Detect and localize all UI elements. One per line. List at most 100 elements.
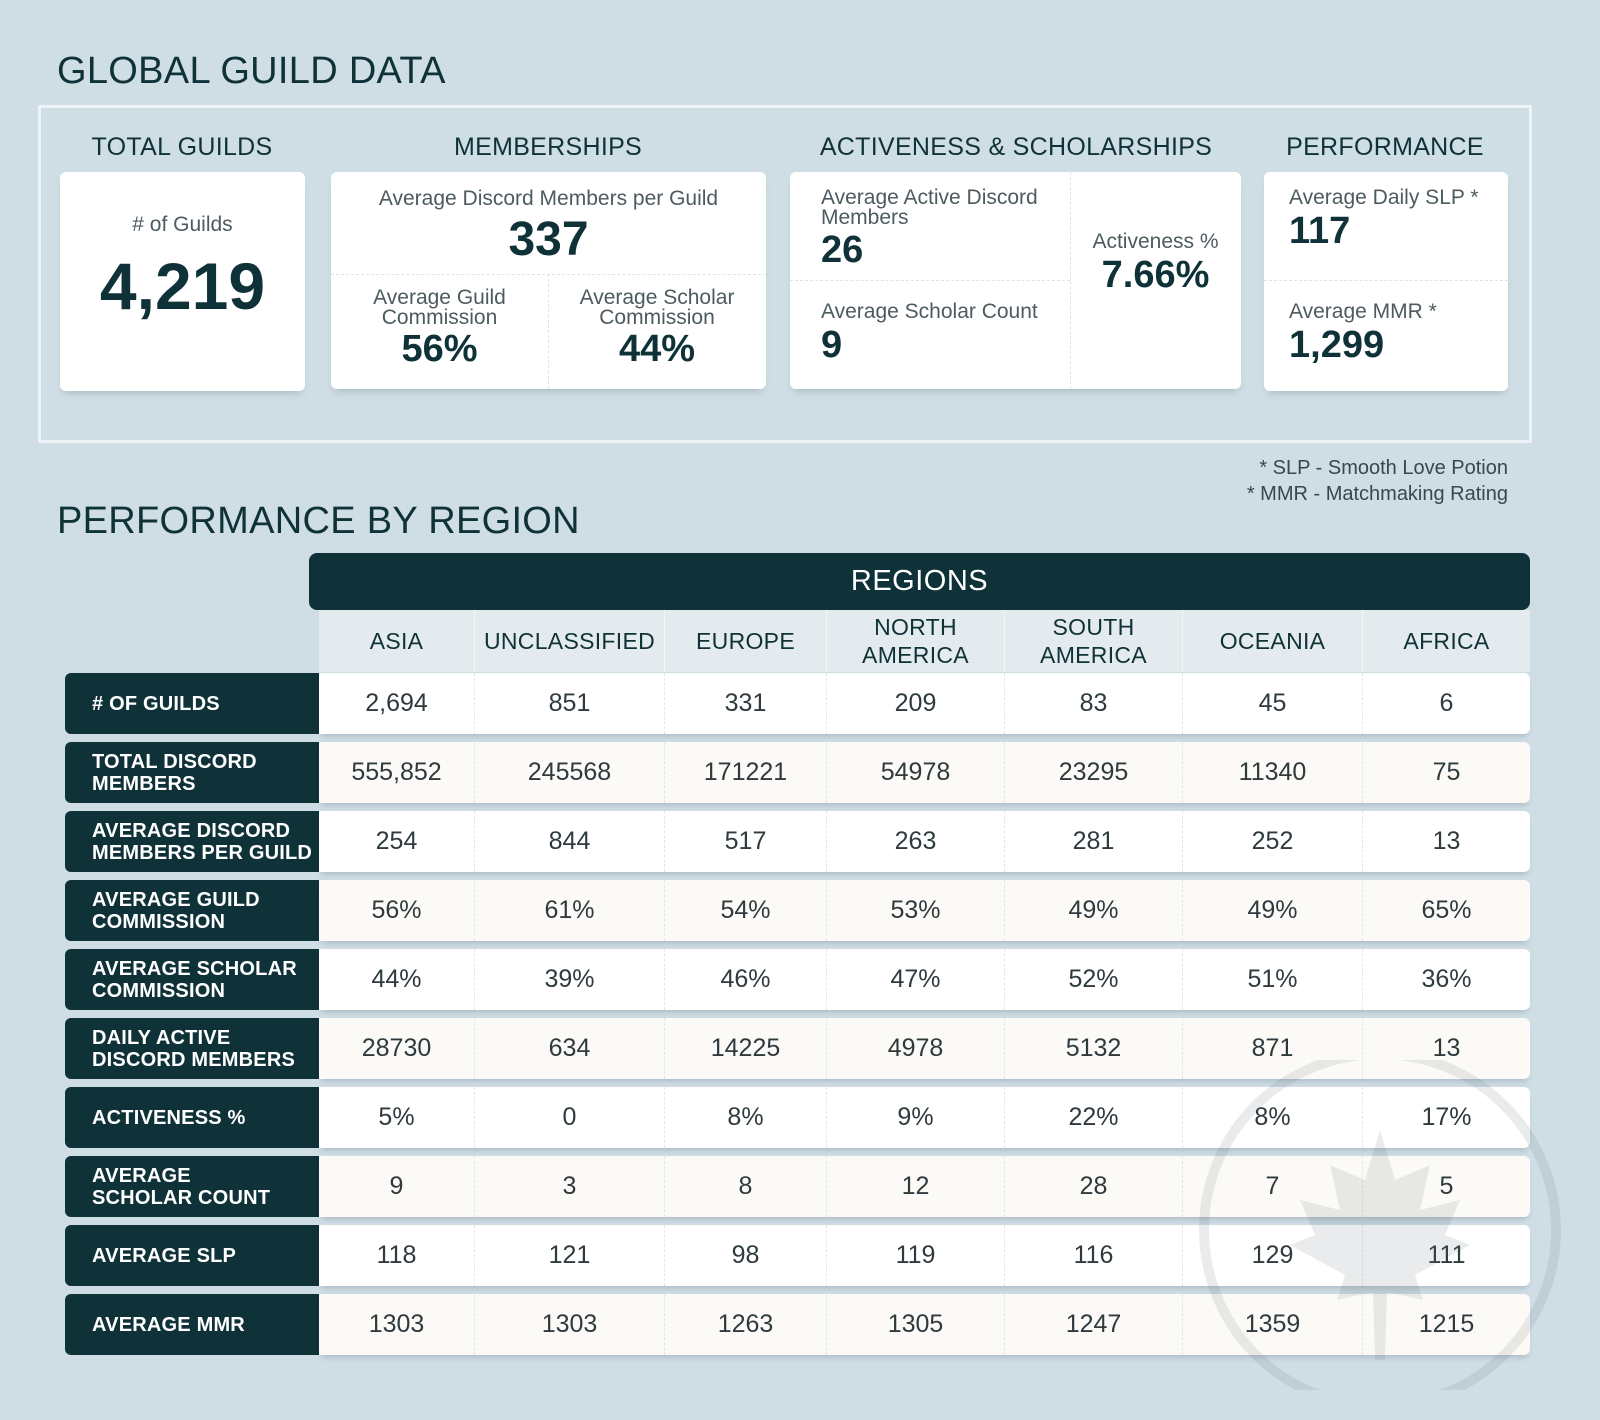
table-cell: 5%: [378, 1103, 415, 1131]
table-cell: 844: [474, 811, 664, 872]
row-label-line: AVERAGE GUILD: [92, 888, 260, 911]
table-cell: 13: [1362, 811, 1530, 872]
table-cell: 263: [826, 811, 1004, 872]
table-cell: 555,852: [351, 758, 442, 786]
table-cell: 209: [826, 673, 1004, 734]
guild-comm-label: Average Guild Commission: [331, 287, 548, 329]
row-label: TOTAL DISCORD MEMBERS: [65, 742, 319, 803]
scholar-count-value: 9: [821, 324, 843, 366]
mmr-value: 1,299: [1289, 324, 1385, 366]
slp-label: Average Daily SLP *: [1289, 186, 1479, 209]
table-cell: 51%: [1182, 949, 1362, 1010]
guild-comm-label-line2: Commission: [381, 306, 498, 329]
divider: [548, 274, 549, 389]
memberships-card: Average Discord Members per Guild 337 Av…: [331, 172, 766, 389]
table-cell: 1359: [1182, 1294, 1362, 1355]
column-header-line: AFRICA: [1403, 628, 1490, 654]
table-cell: 129: [1182, 1225, 1362, 1286]
table-cell: 13: [1362, 1018, 1530, 1079]
table-cell: 36%: [1362, 949, 1530, 1010]
table-cell: 1263: [664, 1294, 826, 1355]
regions-header: REGIONS: [309, 553, 1530, 610]
row-label-line: DISCORD MEMBERS: [92, 1048, 296, 1071]
activeness-card: Average Active Discord Members 26 Averag…: [790, 172, 1241, 389]
column-header: EUROPE: [664, 610, 826, 672]
slp-value: 117: [1289, 210, 1351, 252]
scholar-comm-label-line2: Commission: [599, 306, 715, 329]
row-label: DAILY ACTIVE DISCORD MEMBERS: [65, 1018, 319, 1079]
avg-members-label: Average Discord Members per Guild: [378, 187, 719, 210]
active-members-label-line1: Average Active Discord: [821, 186, 1038, 209]
table-cell: 331: [664, 673, 826, 734]
table-row: 2,694 851 331 209 83 45 6: [319, 673, 1530, 734]
performance-card: Average Daily SLP * 117 Average MMR * 1,…: [1264, 172, 1508, 391]
row-label-line: TOTAL DISCORD: [92, 750, 257, 773]
row-label-line: # OF GUILDS: [92, 692, 220, 715]
row-label: AVERAGE MMR: [65, 1294, 319, 1355]
table-cell: 52%: [1004, 949, 1182, 1010]
table-cell: 53%: [826, 880, 1004, 941]
table-cell: 8%: [664, 1087, 826, 1148]
table-cell: 9%: [826, 1087, 1004, 1148]
table-cell: 4978: [826, 1018, 1004, 1079]
divider: [1070, 172, 1071, 389]
column-header-line: ASIA: [369, 628, 424, 654]
table-cell: 49%: [1182, 880, 1362, 941]
row-label: AVERAGE SCHOLAR COUNT: [65, 1156, 319, 1217]
memberships-title: MEMBERSHIPS: [453, 133, 643, 161]
row-label-line: MEMBERS: [92, 772, 196, 795]
row-label-line: AVERAGE SCHOLAR: [92, 957, 297, 980]
avg-members-value: 337: [508, 213, 589, 266]
table-cell: 5132: [1004, 1018, 1182, 1079]
column-header-line: OCEANIA: [1219, 628, 1326, 654]
row-label-line: COMMISSION: [92, 910, 226, 933]
row-label: AVERAGE GUILD COMMISSION: [65, 880, 319, 941]
table-cell: 119: [826, 1225, 1004, 1286]
table-cell: 39%: [474, 949, 664, 1010]
table-cell: 98: [664, 1225, 826, 1286]
column-header-line: AMERICA: [862, 642, 969, 668]
table-cell: 118: [376, 1241, 417, 1269]
row-label-line: AVERAGE SLP: [92, 1244, 237, 1267]
table-cell: 245568: [474, 742, 664, 803]
total-guilds-title: TOTAL GUILDS: [91, 133, 273, 161]
table-cell: 28: [1004, 1156, 1182, 1217]
total-guilds-card: # of Guilds 4,219: [60, 172, 305, 391]
table-row: 28730 634 14225 4978 5132 871 13: [319, 1018, 1530, 1079]
table-row: 118 12198119116129111: [319, 1225, 1530, 1286]
table-cell: 871: [1182, 1018, 1362, 1079]
table-cell: 851: [474, 673, 664, 734]
table-cell: 1303: [474, 1294, 664, 1355]
row-label: ACTIVENESS %: [65, 1087, 319, 1148]
table-row: 1303 1303 1263 1305 1247 1359 1215: [319, 1294, 1530, 1355]
table-row: 5% 0 8% 9% 22% 8% 17%: [319, 1087, 1530, 1148]
table-cell: 252: [1182, 811, 1362, 872]
divider: [1264, 280, 1508, 281]
mmr-label: Average MMR *: [1289, 300, 1437, 323]
table-cell: 0: [474, 1087, 664, 1148]
table-cell: 17%: [1362, 1087, 1530, 1148]
table-cell: 54978: [826, 742, 1004, 803]
table-cell: 83: [1004, 673, 1182, 734]
table-cell: 23295: [1004, 742, 1182, 803]
table-cell: 281: [1004, 811, 1182, 872]
table-row: 56% 61% 54% 53% 49% 49% 65%: [319, 880, 1530, 941]
row-label: AVERAGE SLP: [65, 1225, 319, 1286]
row-label-line: MEMBERS PER GUILD: [92, 841, 313, 864]
table-cell: 254: [375, 827, 418, 855]
table-cell: 54%: [664, 880, 826, 941]
table-cell: 12: [826, 1156, 1004, 1217]
table-row: 44% 39% 46% 47% 52% 51% 36%: [319, 949, 1530, 1010]
table-cell: 1303: [368, 1310, 425, 1338]
activeness-value: 7.66%: [1101, 254, 1210, 296]
table-cell: 116: [1004, 1225, 1182, 1286]
table-cell: 8%: [1182, 1087, 1362, 1148]
total-guilds-label: # of Guilds: [132, 213, 233, 236]
table-cell: 75: [1362, 742, 1530, 803]
active-members-label: Average Active Discord Members: [821, 186, 1066, 228]
column-header-line: UNCLASSIFIED: [483, 628, 656, 654]
table-row: 555,852 245568 171221 54978 23295 11340 75: [319, 742, 1530, 803]
column-header: SOUTH AMERICA: [1004, 610, 1182, 672]
table-cell: 45: [1182, 673, 1362, 734]
table-cell: 5: [1362, 1156, 1530, 1217]
